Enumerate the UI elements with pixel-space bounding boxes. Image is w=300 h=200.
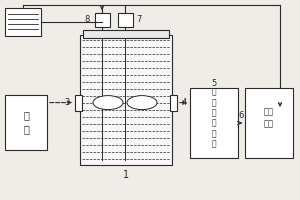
Text: 7: 7 bbox=[136, 16, 141, 24]
Bar bbox=[75, 95, 82, 111]
Text: 4: 4 bbox=[182, 98, 187, 107]
Text: 光
測
裝
吸
度
置: 光 測 裝 吸 度 置 bbox=[212, 88, 216, 148]
Bar bbox=[118, 13, 133, 27]
Bar bbox=[170, 95, 177, 111]
Text: 1: 1 bbox=[123, 170, 129, 180]
Text: 6: 6 bbox=[239, 110, 244, 119]
Bar bbox=[245, 88, 293, 158]
Bar bbox=[83, 30, 169, 38]
Bar bbox=[95, 13, 110, 27]
Text: 8: 8 bbox=[85, 16, 90, 24]
Bar bbox=[5, 95, 47, 150]
Text: 光
源: 光 源 bbox=[23, 110, 29, 134]
Text: 3: 3 bbox=[64, 98, 70, 107]
Text: 5: 5 bbox=[212, 78, 217, 88]
Ellipse shape bbox=[93, 96, 123, 110]
Bar bbox=[5, 8, 41, 36]
Bar bbox=[80, 35, 172, 165]
Text: 控制
系统: 控制 系统 bbox=[264, 107, 274, 129]
Ellipse shape bbox=[127, 96, 157, 110]
Bar bbox=[190, 88, 238, 158]
